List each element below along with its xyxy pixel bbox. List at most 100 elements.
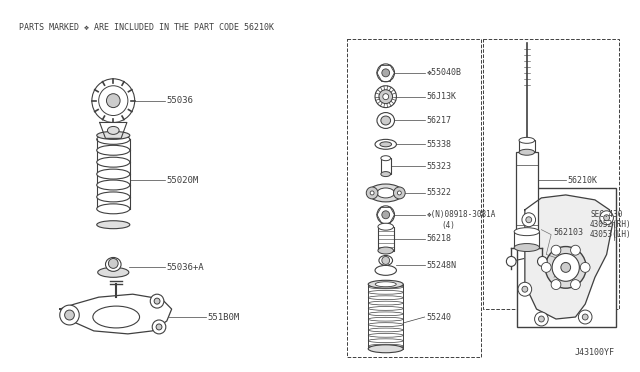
Circle shape bbox=[92, 79, 134, 122]
Circle shape bbox=[382, 69, 390, 77]
Ellipse shape bbox=[381, 156, 390, 161]
Text: PARTS MARKED ❖ ARE INCLUDED IN THE PART CODE 56210K: PARTS MARKED ❖ ARE INCLUDED IN THE PART … bbox=[19, 23, 274, 32]
Circle shape bbox=[522, 213, 536, 227]
Ellipse shape bbox=[380, 142, 392, 147]
Text: J43100YF: J43100YF bbox=[574, 348, 614, 357]
Ellipse shape bbox=[519, 137, 534, 143]
Ellipse shape bbox=[106, 257, 121, 271]
Text: 43053(LH): 43053(LH) bbox=[590, 230, 632, 239]
Circle shape bbox=[518, 282, 532, 296]
Ellipse shape bbox=[381, 116, 390, 125]
Text: 55338: 55338 bbox=[427, 140, 452, 149]
Bar bbox=[483, 39, 620, 309]
Ellipse shape bbox=[378, 223, 394, 230]
Ellipse shape bbox=[375, 265, 396, 275]
Circle shape bbox=[377, 64, 394, 82]
Ellipse shape bbox=[368, 280, 403, 288]
Circle shape bbox=[150, 294, 164, 308]
Circle shape bbox=[394, 187, 405, 199]
Ellipse shape bbox=[368, 339, 403, 343]
Circle shape bbox=[375, 86, 396, 108]
Bar bbox=[514, 232, 540, 247]
Polygon shape bbox=[525, 195, 612, 319]
Bar bbox=[381, 158, 390, 174]
Text: 55240: 55240 bbox=[427, 312, 452, 321]
Ellipse shape bbox=[97, 169, 130, 179]
Ellipse shape bbox=[375, 140, 396, 149]
Text: ❖55040B: ❖55040B bbox=[427, 68, 461, 77]
Circle shape bbox=[379, 90, 392, 104]
Circle shape bbox=[534, 312, 548, 326]
Circle shape bbox=[541, 262, 551, 272]
Polygon shape bbox=[60, 294, 172, 334]
Ellipse shape bbox=[368, 296, 403, 299]
Text: 56J13K: 56J13K bbox=[427, 92, 456, 101]
Circle shape bbox=[397, 191, 401, 195]
Ellipse shape bbox=[97, 221, 130, 229]
Ellipse shape bbox=[108, 126, 119, 134]
Circle shape bbox=[582, 314, 588, 320]
Circle shape bbox=[65, 310, 74, 320]
Ellipse shape bbox=[98, 267, 129, 277]
Ellipse shape bbox=[93, 306, 140, 328]
Ellipse shape bbox=[377, 188, 394, 198]
Ellipse shape bbox=[381, 171, 390, 177]
Circle shape bbox=[60, 305, 79, 325]
Text: 55020M: 55020M bbox=[167, 176, 199, 185]
Circle shape bbox=[571, 245, 580, 255]
Circle shape bbox=[152, 320, 166, 334]
Ellipse shape bbox=[368, 291, 403, 294]
Text: 56210K: 56210K bbox=[568, 176, 598, 185]
Circle shape bbox=[526, 217, 532, 223]
Circle shape bbox=[106, 94, 120, 108]
Ellipse shape bbox=[368, 323, 403, 327]
Bar bbox=[519, 140, 534, 152]
Ellipse shape bbox=[97, 157, 130, 167]
Circle shape bbox=[551, 280, 561, 289]
Ellipse shape bbox=[375, 282, 396, 287]
Ellipse shape bbox=[368, 184, 403, 202]
Ellipse shape bbox=[514, 244, 540, 251]
Circle shape bbox=[370, 191, 374, 195]
Polygon shape bbox=[100, 122, 127, 138]
Circle shape bbox=[538, 256, 547, 266]
Circle shape bbox=[580, 262, 590, 272]
Circle shape bbox=[538, 316, 545, 322]
Circle shape bbox=[600, 211, 613, 225]
Ellipse shape bbox=[368, 328, 403, 332]
Ellipse shape bbox=[97, 180, 130, 190]
Text: SEC.430: SEC.430 bbox=[590, 210, 623, 219]
Ellipse shape bbox=[377, 113, 394, 128]
Circle shape bbox=[383, 94, 388, 100]
Ellipse shape bbox=[368, 312, 403, 316]
Ellipse shape bbox=[97, 192, 130, 202]
Circle shape bbox=[377, 206, 394, 224]
Ellipse shape bbox=[378, 247, 394, 254]
Circle shape bbox=[366, 187, 378, 199]
Ellipse shape bbox=[97, 204, 130, 214]
Ellipse shape bbox=[368, 344, 403, 348]
Text: 562103: 562103 bbox=[553, 228, 583, 237]
Ellipse shape bbox=[552, 253, 579, 281]
Ellipse shape bbox=[97, 145, 130, 155]
Ellipse shape bbox=[379, 256, 392, 265]
Text: 551B0M: 551B0M bbox=[207, 312, 240, 321]
Text: 55323: 55323 bbox=[427, 162, 452, 171]
Circle shape bbox=[506, 256, 516, 266]
Text: 55036: 55036 bbox=[167, 96, 194, 105]
Ellipse shape bbox=[368, 285, 403, 289]
Ellipse shape bbox=[519, 149, 534, 155]
Text: 55322: 55322 bbox=[427, 189, 452, 198]
Ellipse shape bbox=[545, 247, 586, 288]
Ellipse shape bbox=[368, 301, 403, 305]
Ellipse shape bbox=[368, 307, 403, 310]
Text: 56217: 56217 bbox=[427, 116, 452, 125]
Circle shape bbox=[99, 86, 128, 116]
Ellipse shape bbox=[561, 262, 571, 272]
Circle shape bbox=[571, 280, 580, 289]
Circle shape bbox=[108, 259, 118, 268]
Bar bbox=[517, 188, 616, 327]
Bar bbox=[378, 227, 394, 250]
Bar bbox=[347, 39, 481, 357]
Circle shape bbox=[154, 298, 160, 304]
